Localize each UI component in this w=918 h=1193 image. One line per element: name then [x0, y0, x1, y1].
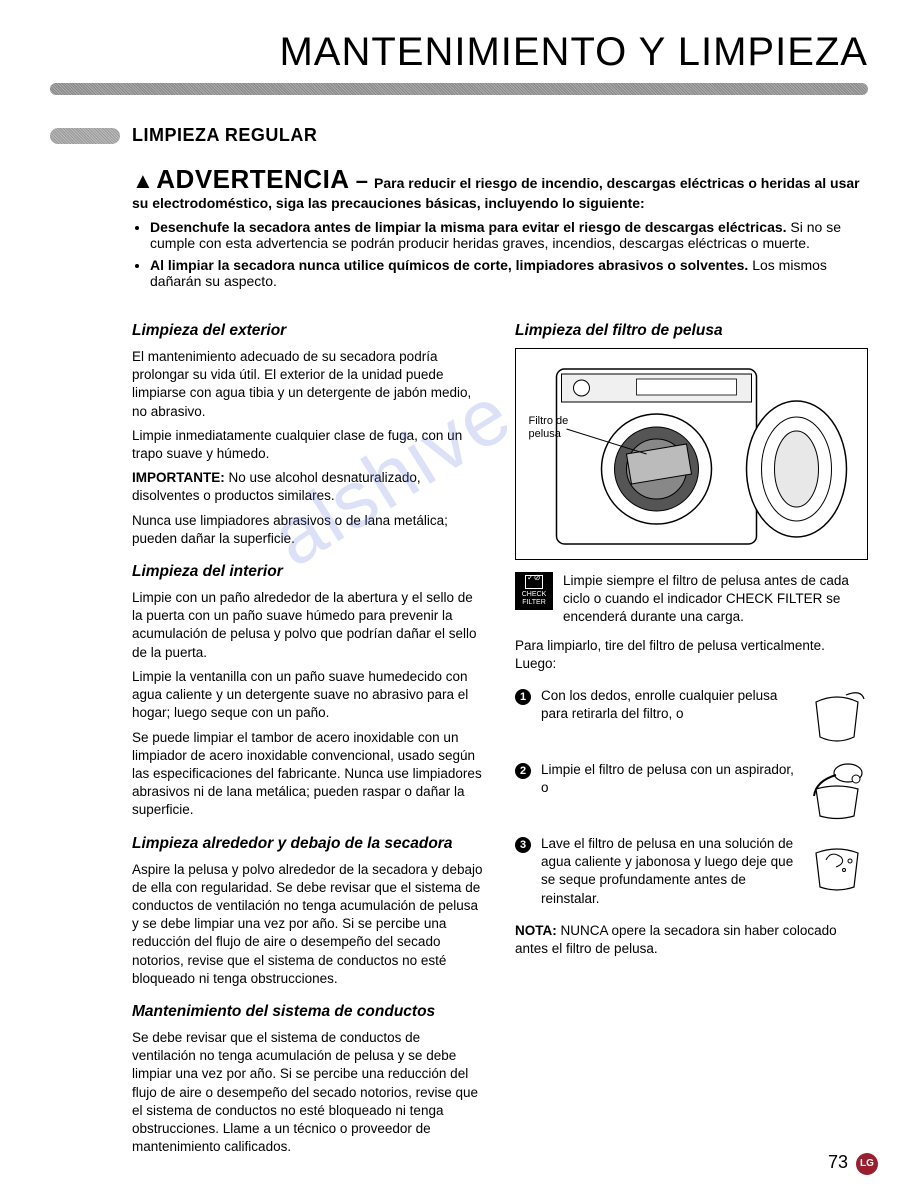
check-filter-icon: CHECK FILTER — [515, 572, 553, 610]
body-text: IMPORTANTE: No use alcohol desnaturaliza… — [132, 469, 485, 505]
steps-intro: Para limpiarlo, tire del filtro de pelus… — [515, 637, 868, 673]
section-pill-icon — [50, 128, 120, 144]
page-number: 73 — [828, 1152, 848, 1173]
body-text: Limpie con un paño alrededor de la abert… — [132, 589, 485, 662]
step-row: 2 Limpie el filtro de pelusa con un aspi… — [515, 761, 868, 821]
page-title: MANTENIMIENTO Y LIMPIEZA — [50, 30, 868, 75]
dryer-figure: Filtro de pelusa — [515, 348, 868, 560]
body-text: El mantenimiento adecuado de su secadora… — [132, 348, 485, 421]
note-text: NOTA: NUNCA opere la secadora sin haber … — [515, 922, 868, 958]
body-text: Nunca use limpiadores abrasivos o de lan… — [132, 512, 485, 548]
step-text: Limpie el filtro de pelusa con un aspira… — [541, 761, 796, 797]
step-number-icon: 1 — [515, 689, 531, 705]
dryer-illustration-icon: Filtro de pelusa — [516, 349, 867, 559]
warning-block: ADVERTENCIA – Para reducir el riesgo de … — [132, 164, 868, 289]
step-number-icon: 2 — [515, 763, 531, 779]
right-column: Limpieza del filtro de pelusa — [515, 307, 868, 1163]
subhead-lint-filter: Limpieza del filtro de pelusa — [515, 321, 868, 342]
warning-bullet: Desenchufe la secadora antes de limpiar … — [150, 219, 868, 251]
callout-text: Limpie siempre el filtro de pelusa antes… — [563, 572, 868, 627]
svg-text:pelusa: pelusa — [529, 428, 562, 440]
body-text: Limpie inmediatamente cualquier clase de… — [132, 427, 485, 463]
body-text: Aspire la pelusa y polvo alrededor de la… — [132, 861, 485, 989]
warning-bullets: Desenchufe la secadora antes de limpiar … — [132, 219, 868, 289]
filter-roll-icon — [806, 687, 868, 747]
title-divider — [50, 83, 868, 95]
warning-title: ADVERTENCIA — [132, 164, 350, 194]
left-column: Limpieza del exterior El mantenimiento a… — [132, 307, 485, 1163]
wash-filter-icon — [806, 835, 868, 895]
step-text: Con los dedos, enrolle cualquier pelusa … — [541, 687, 796, 723]
subhead-interior: Limpieza del interior — [132, 562, 485, 583]
body-text: Se debe revisar que el sistema de conduc… — [132, 1029, 485, 1157]
subhead-ducts: Mantenimiento del sistema de conductos — [132, 1002, 485, 1023]
body-text: Se puede limpiar el tambor de acero inox… — [132, 729, 485, 820]
warning-bullet: Al limpiar la secadora nunca utilice quí… — [150, 257, 868, 289]
step-text: Lave el filtro de pelusa en una solución… — [541, 835, 796, 908]
lg-logo-icon: LG — [856, 1153, 878, 1175]
step-row: 1 Con los dedos, enrolle cualquier pelus… — [515, 687, 868, 747]
body-text: Limpie la ventanilla con un paño suave h… — [132, 668, 485, 723]
vacuum-icon — [806, 761, 868, 821]
subhead-exterior: Limpieza del exterior — [132, 321, 485, 342]
step-row: 3 Lave el filtro de pelusa en una soluci… — [515, 835, 868, 908]
subhead-around: Limpieza alrededor y debajo de la secado… — [132, 834, 485, 855]
figure-label: Filtro de — [529, 415, 569, 427]
warning-dash: – — [350, 168, 374, 193]
section-heading: LIMPIEZA REGULAR — [132, 125, 317, 146]
step-number-icon: 3 — [515, 837, 531, 853]
